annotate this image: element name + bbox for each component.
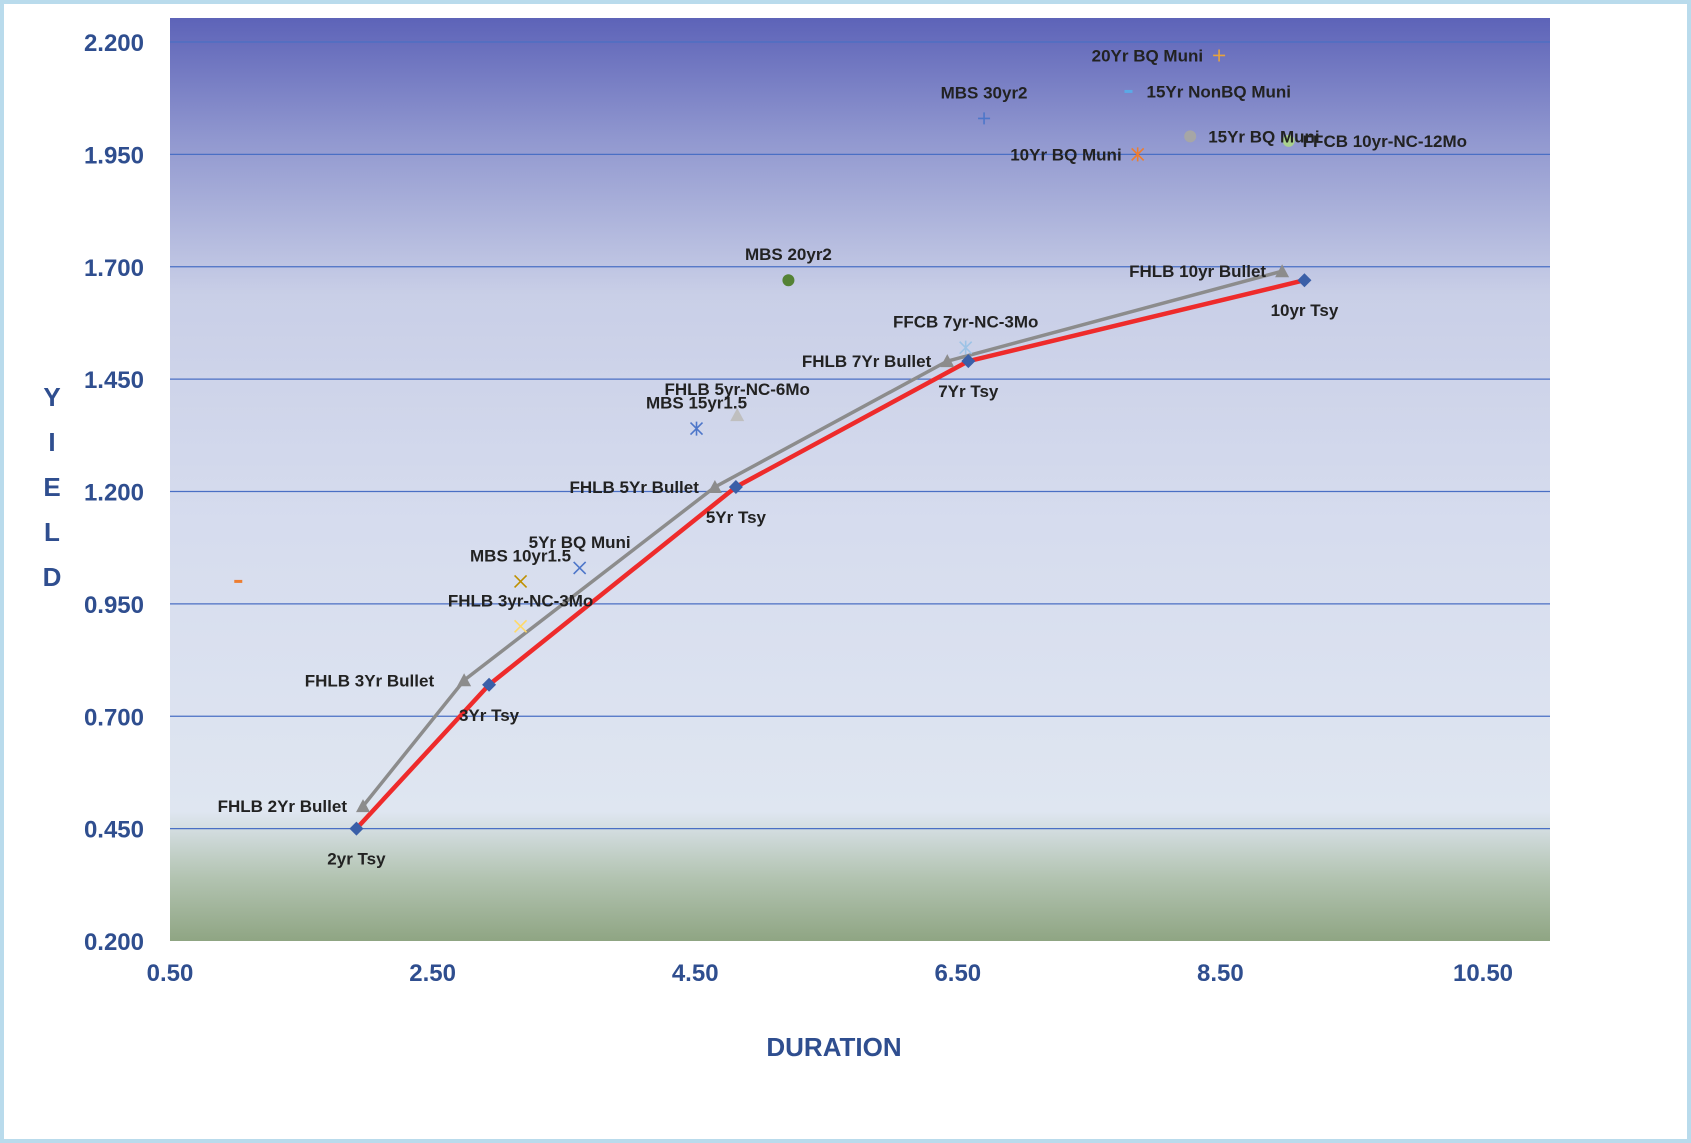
y-tick-label: 1.450 [84, 367, 144, 394]
point-fhlb-10yr-bullet-marker [1275, 264, 1290, 278]
point-label-ffcb-10yr-nc-12mo: FFCB 10yr-NC-12Mo [1303, 132, 1467, 151]
point-fhlb-3yr-bullet-marker [457, 673, 472, 687]
x-axis-ticks: 0.50 2.50 4.50 6.50 8.50 10.50 [147, 960, 1513, 987]
point-ffcb-7yr-nc-3mo-marker [959, 340, 973, 355]
point-label-fhlb-3yr-nc-3mo: FHLB 3yr-NC-3Mo [448, 591, 593, 610]
y-axis-ticks: 0.200 0.450 0.700 0.950 1.200 1.450 1.700 1.950… [84, 30, 144, 956]
point-label-2yr-tsy: 2yr Tsy [327, 850, 386, 869]
point-label-fhlb-7yr-bullet: FHLB 7Yr Bullet [802, 352, 932, 371]
point-label-5yr-bq-muni: 5Yr BQ Muni [529, 533, 631, 552]
point-fhlb-7yr-bullet-marker [940, 354, 955, 368]
point-label-mbs-15yr1-5: MBS 15yr1.5 [646, 394, 747, 413]
point-10yr-tsy-marker [1297, 273, 1312, 288]
point-mbs-15yr1-5-marker [689, 421, 704, 436]
point-mbs-10yr1-5-marker [514, 574, 528, 588]
x-tick-label: 10.50 [1453, 960, 1513, 987]
point-fhlb-3yr-nc-3mo-marker [514, 619, 528, 633]
point-label-3yr-tsy: 3Yr Tsy [459, 706, 520, 725]
point-fhlb-5yr-bullet-marker [707, 480, 722, 494]
point-mbs-20yr2-marker [782, 274, 795, 287]
y-tick-label: 1.950 [84, 142, 144, 169]
x-tick-label: 2.50 [409, 960, 456, 987]
x-tick-label: 8.50 [1197, 960, 1244, 987]
point-label-ffcb-7yr-nc-3mo: FFCB 7yr-NC-3Mo [893, 313, 1038, 332]
y-axis-title-letter: L [44, 517, 60, 547]
x-axis-title: DURATION [766, 1032, 901, 1062]
y-tick-label: 0.950 [84, 592, 144, 619]
point-10yr-bq-muni-marker [1131, 147, 1145, 162]
point-label-fhlb-5yr-bullet: FHLB 5Yr Bullet [569, 478, 699, 497]
point-label-mbs-30yr2: MBS 30yr2 [941, 83, 1028, 102]
y-axis-title-letter: Y [43, 382, 60, 412]
point-label-fhlb-10yr-bullet: FHLB 10yr Bullet [1129, 262, 1266, 281]
point-2yr-tsy-marker [349, 821, 364, 836]
gridlines [170, 41, 1550, 830]
point-label-15yr-nonbq-muni: 15Yr NonBQ Muni [1146, 82, 1291, 101]
x-tick-label: 0.50 [147, 960, 194, 987]
point-20yr-bq-muni-marker [1213, 49, 1226, 62]
y-tick-label: 0.450 [84, 817, 144, 844]
y-tick-label: 2.200 [84, 30, 144, 57]
point-7yr-tsy-marker [961, 354, 976, 369]
point-5yr-bq-muni-marker [573, 561, 587, 575]
point-label-mbs-10yr1-5: MBS 10yr1.5 [470, 546, 571, 565]
point-label-10yr-bq-muni: 10Yr BQ Muni [1010, 145, 1121, 164]
point-label-fhlb-5yr-nc-6mo: FHLB 5yr-NC-6Mo [664, 380, 809, 399]
plot-area [170, 18, 1550, 941]
point-label-20yr-bq-muni: 20Yr BQ Muni [1092, 46, 1203, 65]
point-ffcb-10yr-nc-12mo-marker [1282, 134, 1295, 147]
point-labels: 2yr Tsy 3Yr Tsy 5Yr Tsy 7Yr Tsy 10yr Tsy FHLB… [218, 46, 1467, 868]
yield-duration-chart: 0.200 0.450 0.700 0.950 1.200 1.450 1.700 1.950… [43, 18, 1550, 1062]
point-fhlb-2yr-bullet-marker [356, 799, 371, 813]
point-label-10yr-tsy: 10yr Tsy [1271, 301, 1339, 320]
point-5yr-tsy-marker [728, 480, 743, 495]
point-15yr-bq-muni-marker [1184, 130, 1197, 143]
point-label-fhlb-2yr-bullet: FHLB 2Yr Bullet [218, 797, 348, 816]
point-label-7yr-tsy: 7Yr Tsy [938, 382, 999, 401]
y-tick-label: 1.700 [84, 255, 144, 282]
y-tick-label: 0.700 [84, 704, 144, 731]
x-tick-label: 4.50 [672, 960, 719, 987]
y-axis-title-letter: D [43, 562, 62, 592]
y-tick-label: 1.200 [84, 480, 144, 507]
point-mbs-30yr2-marker [978, 112, 991, 125]
series-markers [234, 49, 1312, 836]
y-tick-label: 0.200 [84, 929, 144, 956]
point-fhlb-5yr-nc-6mo-marker [730, 408, 745, 422]
point-3yr-tsy-marker [482, 677, 497, 692]
y-axis-title-letter: I [48, 427, 55, 457]
point-label-5yr-tsy: 5Yr Tsy [706, 508, 767, 527]
point-label-mbs-20yr2: MBS 20yr2 [745, 245, 832, 264]
y-axis-title-letter: E [43, 472, 60, 502]
point-label-15yr-bq-muni: 15Yr BQ Muni [1208, 127, 1319, 146]
point-label-fhlb-3yr-bullet: FHLB 3Yr Bullet [305, 671, 435, 690]
x-tick-label: 6.50 [934, 960, 981, 987]
